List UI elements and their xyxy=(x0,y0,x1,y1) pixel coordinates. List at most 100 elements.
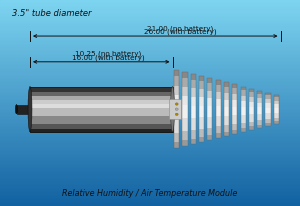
Bar xyxy=(274,118,279,121)
Bar xyxy=(30,92,172,96)
Bar xyxy=(0,154,300,158)
Bar xyxy=(241,90,246,96)
Bar xyxy=(174,119,179,133)
Bar xyxy=(232,124,237,130)
Bar xyxy=(249,102,254,107)
Bar xyxy=(30,87,172,132)
Bar xyxy=(257,91,262,128)
Bar xyxy=(0,168,300,172)
Bar xyxy=(0,89,300,93)
Bar xyxy=(0,185,300,189)
Bar xyxy=(257,120,262,125)
Bar xyxy=(274,104,279,108)
Bar xyxy=(266,119,271,123)
Bar xyxy=(0,202,300,206)
Text: 26.00 (with battery): 26.00 (with battery) xyxy=(144,29,216,35)
Bar xyxy=(216,92,221,99)
Bar xyxy=(0,124,300,127)
Bar xyxy=(182,131,188,140)
Bar xyxy=(257,114,262,120)
Bar xyxy=(266,93,271,126)
Bar xyxy=(224,107,229,116)
Bar xyxy=(207,78,212,140)
Ellipse shape xyxy=(175,108,178,110)
Bar xyxy=(0,79,300,82)
Bar xyxy=(241,101,246,107)
Bar xyxy=(249,107,254,114)
Bar xyxy=(274,95,279,124)
Text: 10.25 (no battery): 10.25 (no battery) xyxy=(75,51,141,57)
Bar xyxy=(232,84,237,134)
Bar xyxy=(232,84,237,88)
Bar xyxy=(274,113,279,118)
Bar xyxy=(191,80,196,88)
Bar xyxy=(241,87,246,132)
Ellipse shape xyxy=(28,87,32,132)
Bar xyxy=(241,87,246,132)
Text: 16.00 (with battery): 16.00 (with battery) xyxy=(72,55,144,61)
Bar xyxy=(191,97,196,106)
Ellipse shape xyxy=(175,103,178,105)
Bar xyxy=(16,105,30,114)
Bar xyxy=(0,96,300,99)
Bar xyxy=(249,126,254,130)
Bar xyxy=(266,99,271,103)
Bar xyxy=(0,38,300,41)
Bar xyxy=(0,21,300,24)
Bar xyxy=(207,117,212,128)
Bar xyxy=(0,113,300,117)
Bar xyxy=(0,192,300,196)
Bar xyxy=(182,140,188,146)
Bar xyxy=(207,78,212,83)
Bar xyxy=(191,74,196,144)
Bar xyxy=(199,82,204,89)
Bar xyxy=(0,69,300,72)
Bar xyxy=(274,97,279,101)
Bar xyxy=(174,95,179,105)
Bar xyxy=(174,70,179,76)
Bar xyxy=(224,82,229,87)
Bar xyxy=(249,89,254,92)
Bar xyxy=(224,82,229,136)
Bar xyxy=(274,121,279,124)
Bar xyxy=(249,92,254,97)
Text: 21.00 (no battery): 21.00 (no battery) xyxy=(147,25,213,32)
Bar xyxy=(216,116,221,126)
Bar xyxy=(169,99,181,119)
Text: Relative Humidity / Air Temperature Module: Relative Humidity / Air Temperature Modu… xyxy=(62,189,238,198)
Bar xyxy=(0,130,300,134)
Bar xyxy=(257,91,262,94)
Bar xyxy=(30,116,172,124)
Bar xyxy=(274,95,279,97)
Bar xyxy=(0,110,300,113)
Bar xyxy=(266,103,271,108)
Bar xyxy=(0,27,300,31)
Bar xyxy=(0,151,300,154)
Bar xyxy=(0,172,300,175)
Bar xyxy=(0,65,300,69)
Bar xyxy=(266,123,271,126)
Bar xyxy=(0,117,300,120)
Bar xyxy=(0,179,300,182)
Bar xyxy=(199,137,204,142)
Bar xyxy=(182,87,188,96)
Bar xyxy=(0,86,300,89)
Bar xyxy=(266,95,271,99)
Ellipse shape xyxy=(15,105,18,114)
Bar xyxy=(174,86,179,95)
Bar xyxy=(182,78,188,87)
Bar xyxy=(266,108,271,113)
Bar xyxy=(30,100,172,104)
Bar xyxy=(174,105,179,119)
Bar xyxy=(207,83,212,91)
Bar xyxy=(174,70,179,148)
Bar xyxy=(216,99,221,106)
Bar xyxy=(249,97,254,102)
Bar xyxy=(224,87,229,93)
Bar xyxy=(224,99,229,107)
Bar xyxy=(199,97,204,106)
Bar xyxy=(216,126,221,133)
Bar xyxy=(249,89,254,130)
Bar xyxy=(199,106,204,117)
Ellipse shape xyxy=(171,87,175,132)
